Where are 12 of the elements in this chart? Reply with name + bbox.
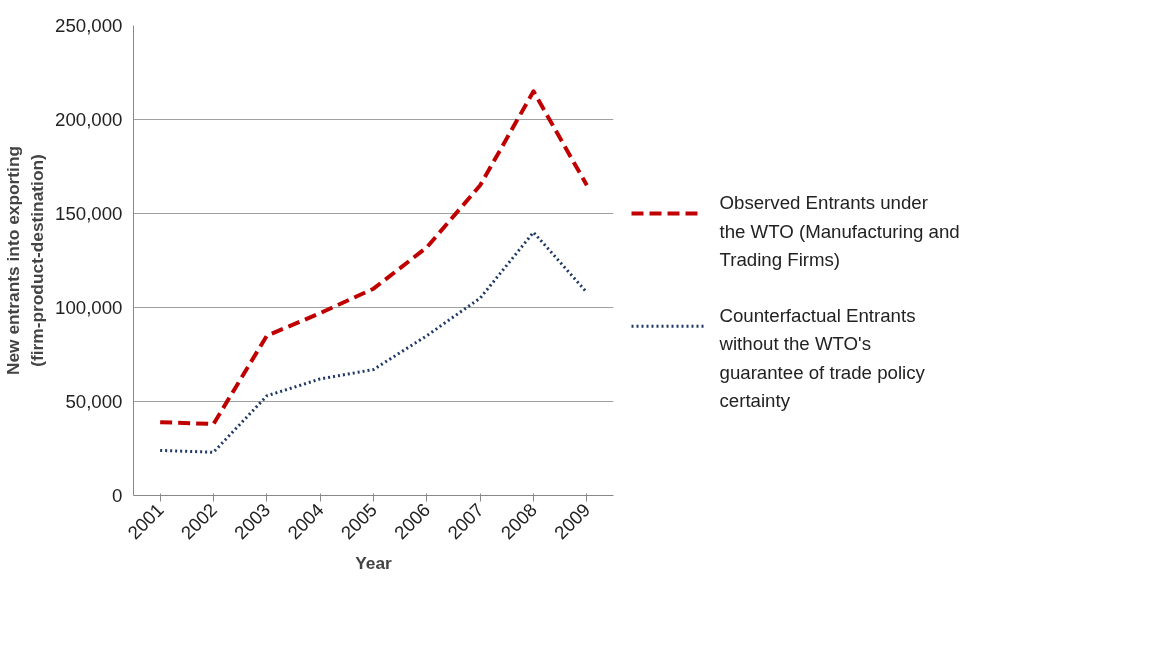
legend-label: Observed Entrants under the WTO (Manufacturing and Trading Firms) [719, 192, 960, 271]
y-tick-label: 100,000 [55, 297, 123, 318]
line-series [158, 230, 589, 454]
y-tick-label: 200,000 [55, 109, 123, 130]
y-tick-label: 0 [112, 485, 123, 506]
y-tick-label: 50,000 [65, 391, 123, 412]
line-series [158, 89, 589, 427]
y-tick-label: 150,000 [55, 203, 123, 224]
y-tick-label: 250,000 [55, 15, 123, 36]
x-axis-title: Year [355, 553, 393, 574]
legend-label: Counterfactual Entrants without the WTO's guarantee of trade policy certainty [718, 305, 926, 412]
y-axis-title: New entrants into exporting (firm-product-destination) [3, 145, 48, 376]
